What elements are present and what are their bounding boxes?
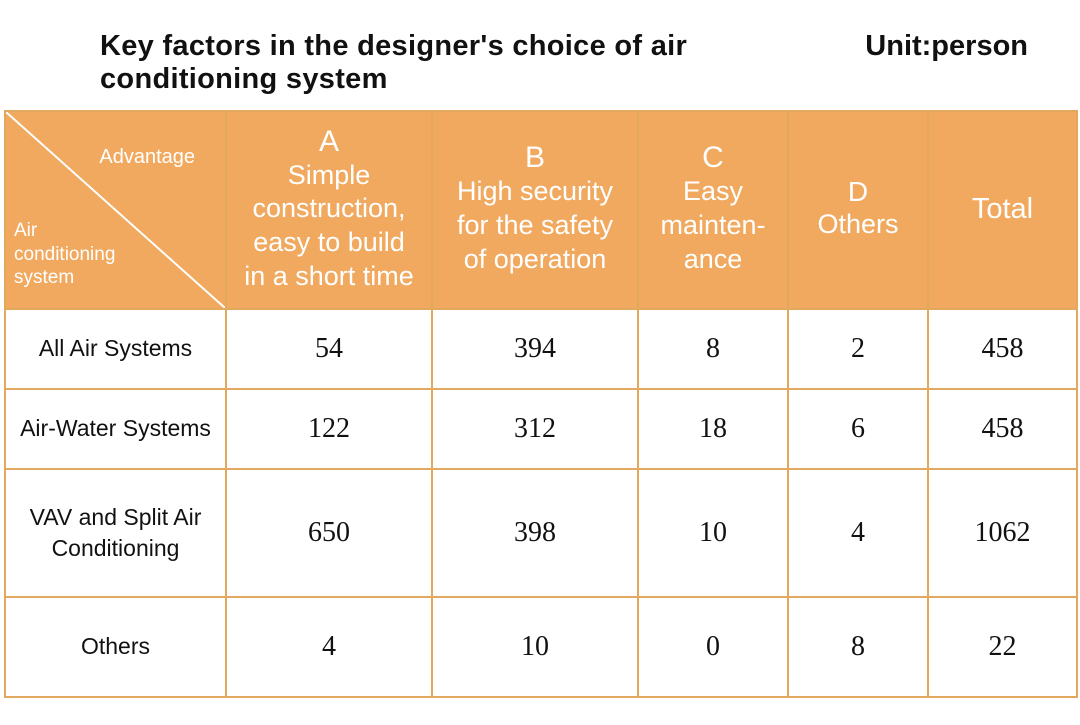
row-label: VAV and Split AirConditioning: [5, 469, 226, 597]
cell: 10: [432, 597, 638, 697]
col-letter: B: [439, 141, 631, 175]
unit-label: Unit:person: [865, 30, 1062, 63]
cell: 10: [638, 469, 788, 597]
cell: 22: [928, 597, 1077, 697]
cell: 4: [226, 597, 432, 697]
cell: 122: [226, 389, 432, 469]
page-title: Key factors in the designer's choice of …: [100, 30, 865, 96]
diag-label-system: Airconditioningsystem: [14, 219, 115, 290]
table-row: Others 4 10 0 8 22: [5, 597, 1077, 697]
cell: 6: [788, 389, 928, 469]
cell: 54: [226, 309, 432, 389]
col-header-a: A Simpleconstruction,easy to buildin a s…: [226, 111, 432, 309]
table-row: All Air Systems 54 394 8 2 458: [5, 309, 1077, 389]
col-letter: C: [645, 141, 781, 175]
col-header-b: B High securityfor the safetyof operatio…: [432, 111, 638, 309]
table-header-row: Advantage Airconditioningsystem A Simple…: [5, 111, 1077, 309]
row-label: Others: [5, 597, 226, 697]
cell: 1062: [928, 469, 1077, 597]
table-row: VAV and Split AirConditioning 650 398 10…: [5, 469, 1077, 597]
cell: 458: [928, 309, 1077, 389]
diag-label-advantage: Advantage: [99, 146, 195, 169]
col-text: Easymainten-ance: [645, 175, 781, 276]
cell: 18: [638, 389, 788, 469]
cell: 4: [788, 469, 928, 597]
col-header-d: D Others: [788, 111, 928, 309]
factors-table: Advantage Airconditioningsystem A Simple…: [4, 110, 1078, 698]
col-text: High securityfor the safetyof operation: [439, 175, 631, 276]
col-letter: A: [233, 125, 425, 159]
col-letter: D: [795, 176, 921, 208]
title-bar: Key factors in the designer's choice of …: [0, 0, 1080, 110]
col-text: Others: [795, 208, 921, 242]
diagonal-header-cell: Advantage Airconditioningsystem: [5, 111, 226, 309]
cell: 8: [638, 309, 788, 389]
row-label: All Air Systems: [5, 309, 226, 389]
cell: 8: [788, 597, 928, 697]
cell: 0: [638, 597, 788, 697]
row-label: Air-Water Systems: [5, 389, 226, 469]
table-row: Air-Water Systems 122 312 18 6 458: [5, 389, 1077, 469]
col-text: Simpleconstruction,easy to buildin a sho…: [233, 159, 425, 294]
cell: 394: [432, 309, 638, 389]
col-text: Total: [935, 191, 1070, 227]
cell: 650: [226, 469, 432, 597]
cell: 312: [432, 389, 638, 469]
col-header-total: Total: [928, 111, 1077, 309]
cell: 458: [928, 389, 1077, 469]
cell: 2: [788, 309, 928, 389]
col-header-c: C Easymainten-ance: [638, 111, 788, 309]
cell: 398: [432, 469, 638, 597]
